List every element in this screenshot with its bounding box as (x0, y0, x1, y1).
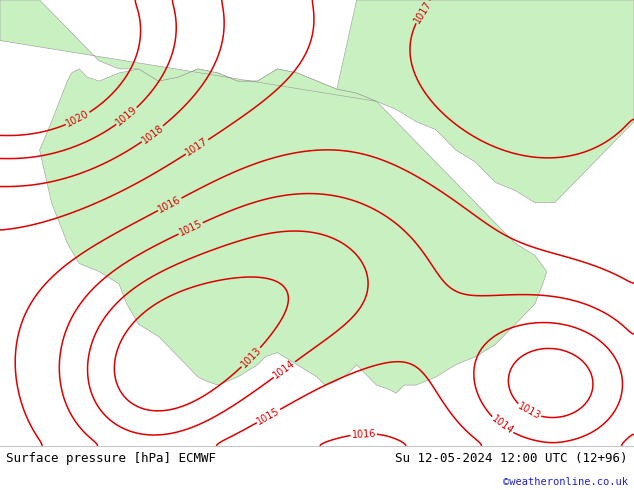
Text: 1013: 1013 (515, 401, 542, 422)
Polygon shape (337, 0, 634, 203)
Text: 1013: 1013 (239, 345, 263, 369)
Text: 1015: 1015 (256, 406, 281, 426)
Text: 1014: 1014 (271, 358, 297, 381)
Text: 1014: 1014 (489, 414, 515, 437)
Text: 1017: 1017 (412, 0, 434, 25)
Text: 1016: 1016 (351, 428, 376, 440)
Text: 1017: 1017 (184, 136, 210, 158)
Text: 1016: 1016 (157, 194, 183, 215)
Polygon shape (0, 0, 377, 101)
Polygon shape (39, 69, 547, 393)
Text: Su 12-05-2024 12:00 UTC (12+96): Su 12-05-2024 12:00 UTC (12+96) (395, 452, 628, 465)
Text: 1020: 1020 (65, 109, 91, 129)
Text: 1019: 1019 (114, 105, 139, 128)
Text: 1015: 1015 (178, 219, 204, 238)
Text: ©weatheronline.co.uk: ©weatheronline.co.uk (503, 477, 628, 487)
Text: 1018: 1018 (139, 122, 165, 146)
Text: Surface pressure [hPa] ECMWF: Surface pressure [hPa] ECMWF (6, 452, 216, 465)
